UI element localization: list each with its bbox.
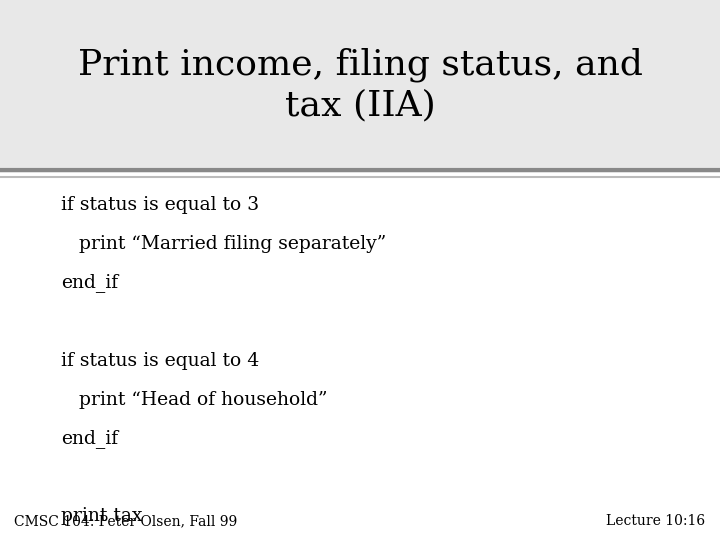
Text: Lecture 10:16: Lecture 10:16 xyxy=(606,514,706,528)
Text: if status is equal to 4: if status is equal to 4 xyxy=(61,352,259,370)
Text: print “Head of household”: print “Head of household” xyxy=(61,390,328,409)
Text: if status is equal to 3: if status is equal to 3 xyxy=(61,196,259,214)
Text: CMSC 104: Peter Olsen, Fall 99: CMSC 104: Peter Olsen, Fall 99 xyxy=(14,514,238,528)
Text: print tax: print tax xyxy=(61,507,143,525)
Text: end_if: end_if xyxy=(61,273,118,293)
Text: end_if: end_if xyxy=(61,429,118,448)
Text: Print income, filing status, and
tax (IIA): Print income, filing status, and tax (II… xyxy=(78,48,642,123)
Text: print “Married filing separately”: print “Married filing separately” xyxy=(61,235,387,253)
